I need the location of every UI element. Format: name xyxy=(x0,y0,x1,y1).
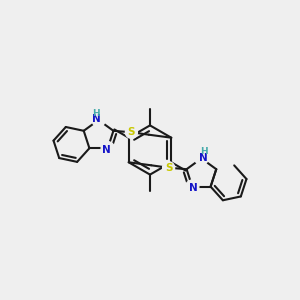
Circle shape xyxy=(125,126,137,138)
Circle shape xyxy=(101,142,114,155)
Text: S: S xyxy=(165,163,172,173)
Circle shape xyxy=(163,162,175,174)
Text: N: N xyxy=(189,183,198,193)
Text: N: N xyxy=(200,153,208,163)
Text: S: S xyxy=(128,127,135,137)
Circle shape xyxy=(186,180,199,193)
Text: H: H xyxy=(200,147,208,156)
Circle shape xyxy=(92,113,105,127)
Circle shape xyxy=(195,152,208,165)
Text: H: H xyxy=(92,109,100,118)
Text: N: N xyxy=(102,145,111,155)
Text: N: N xyxy=(92,114,100,124)
